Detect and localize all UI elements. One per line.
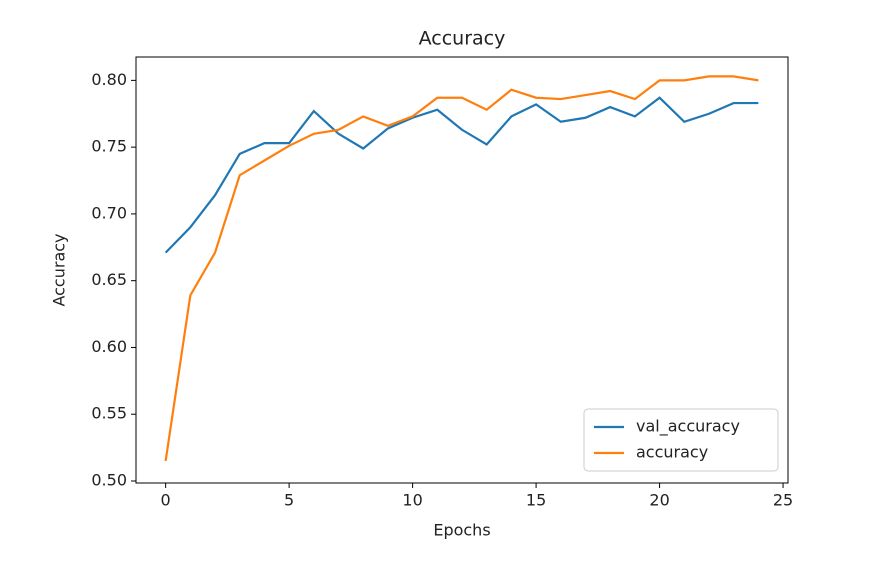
line — [164, 96, 759, 254]
x-tick-label: 15 — [526, 491, 546, 510]
y-tick-label: 0.70 — [91, 203, 127, 222]
x-tick-label: 0 — [161, 491, 171, 510]
plot-frame — [135, 56, 789, 484]
x-tick-label: 20 — [649, 491, 669, 510]
y-tick-label: 0.55 — [91, 404, 127, 423]
x-axis-label: Epochs — [433, 521, 490, 540]
x-tick-label: 25 — [773, 491, 793, 510]
line — [164, 75, 759, 462]
y-tick-label: 0.60 — [91, 337, 127, 356]
x-tick-label: 5 — [284, 491, 294, 510]
legend-box — [583, 408, 779, 472]
chart-title: Accuracy — [419, 28, 506, 50]
y-tick-label: 0.50 — [91, 470, 127, 489]
x-tick-label: 10 — [402, 491, 422, 510]
y-tick-label: 0.80 — [91, 70, 127, 89]
y-tick-label: 0.75 — [91, 137, 127, 156]
y-tick-label: 0.65 — [91, 270, 127, 289]
y-axis-label: Accuracy — [50, 233, 69, 306]
legend-label: accuracy — [636, 443, 708, 462]
legend-label: val_accuracy — [636, 417, 740, 437]
